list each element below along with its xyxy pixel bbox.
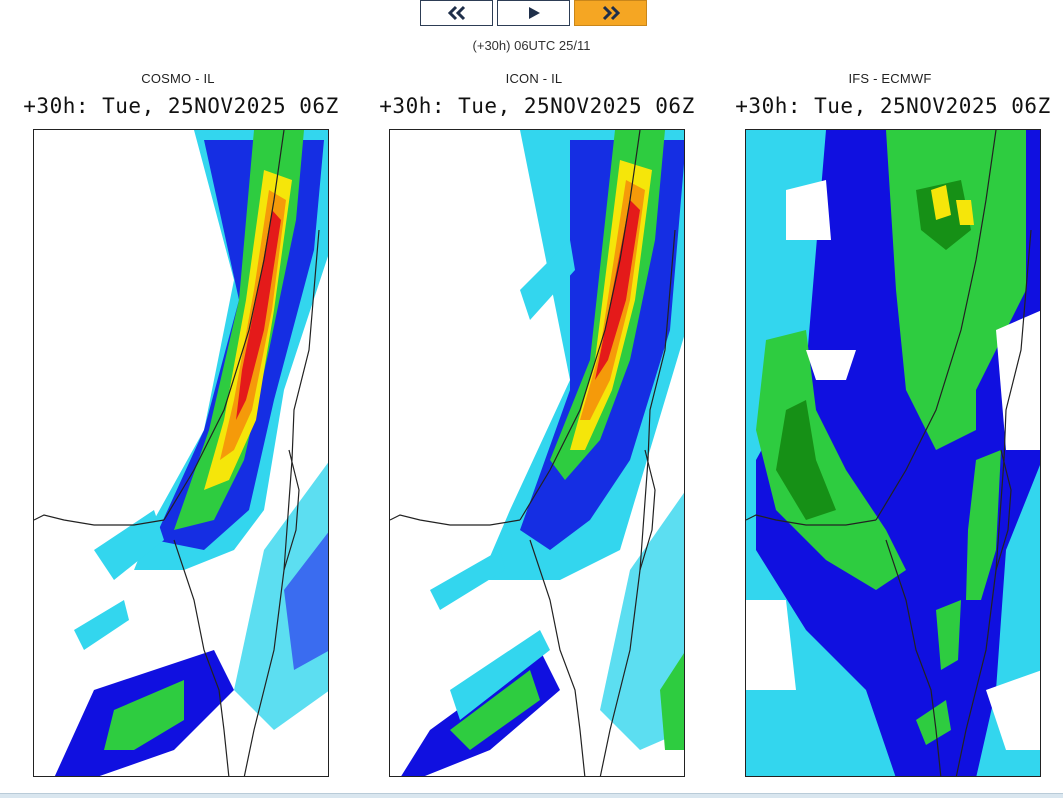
animation-controls (420, 0, 647, 27)
panel-3-valid-time: +30h: Tue, 25NOV2025 06Z (735, 94, 1051, 118)
previous-button[interactable] (420, 0, 493, 26)
precip-field (401, 130, 684, 776)
coastline-borders (390, 130, 676, 776)
panel-1-map[interactable] (33, 129, 329, 777)
panel-3-model-name: IFS - ECMWF (848, 71, 932, 86)
panel-2-model-name: ICON - IL (505, 71, 563, 86)
panel-3-map[interactable] (745, 129, 1041, 777)
panel-3-precip-map (746, 130, 1040, 776)
double-chevron-right-icon (602, 5, 620, 21)
panel-2-map[interactable] (389, 129, 685, 777)
bottom-scroll-strip (0, 793, 1063, 798)
precip-field (54, 130, 328, 776)
play-icon (528, 7, 540, 19)
next-button[interactable] (574, 0, 647, 26)
coastline-borders (746, 130, 1032, 776)
panel-1-precip-map (34, 130, 328, 776)
panel-1-model-name: COSMO - IL (141, 71, 215, 86)
play-button[interactable] (497, 0, 570, 26)
panel-2-valid-time: +30h: Tue, 25NOV2025 06Z (379, 94, 695, 118)
precip-field (746, 130, 1040, 776)
panel-2-precip-map (390, 130, 684, 776)
double-chevron-left-icon (447, 5, 465, 21)
forecast-timestamp: (+30h) 06UTC 25/11 (472, 38, 591, 53)
panel-1-valid-time: +30h: Tue, 25NOV2025 06Z (23, 94, 339, 118)
coastline-borders (34, 130, 320, 776)
